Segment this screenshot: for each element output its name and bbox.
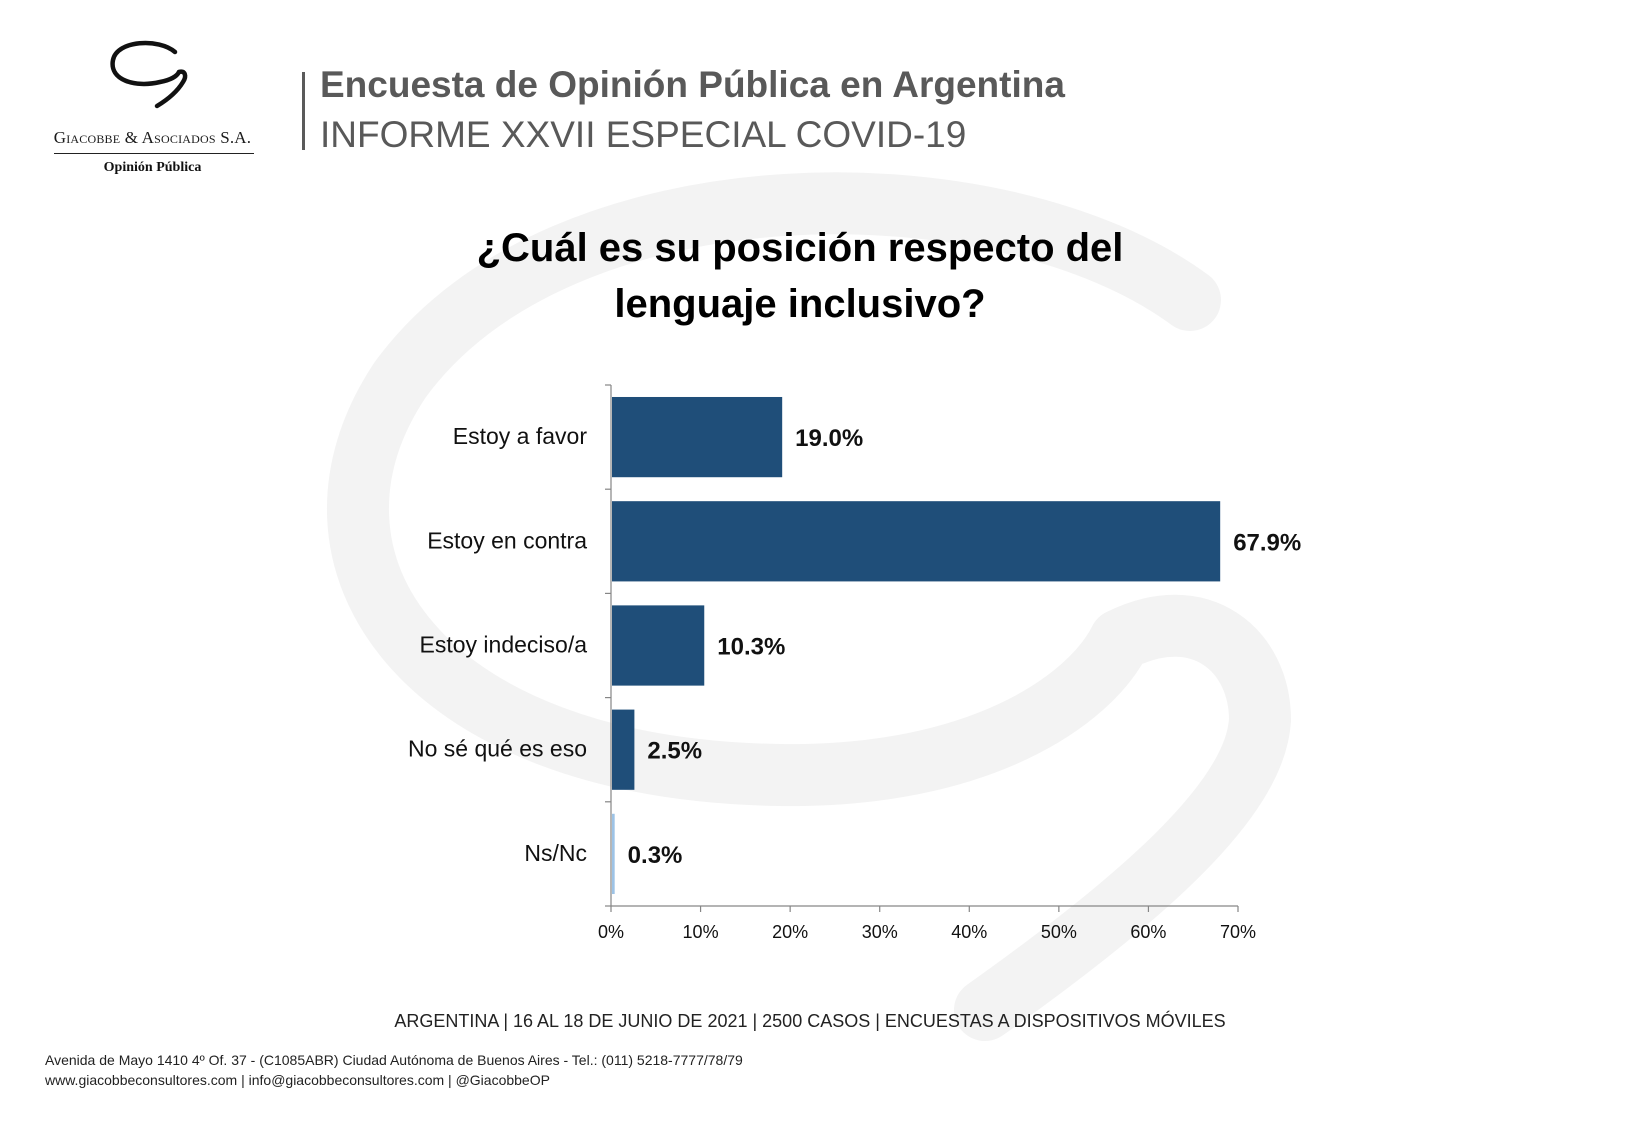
bar bbox=[612, 813, 615, 895]
logo-divider bbox=[54, 153, 254, 154]
x-tick-label: 40% bbox=[951, 922, 987, 942]
x-tick-label: 30% bbox=[862, 922, 898, 942]
bar bbox=[612, 605, 705, 686]
footer-address: Avenida de Mayo 1410 4º Of. 37 - (C1085A… bbox=[45, 1052, 743, 1068]
bar bbox=[612, 396, 783, 478]
report-subtitle: INFORME XXVII ESPECIAL COVID-19 bbox=[320, 114, 967, 155]
x-tick-label: 20% bbox=[772, 922, 808, 942]
logo-subtitle: Opinión Pública bbox=[103, 160, 202, 175]
report-title: Encuesta de Opinión Pública en Argentina bbox=[320, 64, 1065, 105]
bar bbox=[612, 709, 635, 790]
x-tick-label: 10% bbox=[683, 922, 719, 942]
data-label: 0.3% bbox=[628, 842, 683, 869]
category-label: Estoy indeciso/a bbox=[420, 632, 588, 658]
category-label: Estoy a favor bbox=[453, 423, 588, 449]
x-tick-label: 70% bbox=[1220, 922, 1256, 942]
logo-mark-icon bbox=[110, 40, 188, 109]
logo-company-name: Giacobbe & Asociados S.A. bbox=[53, 128, 252, 147]
company-logo: Giacobbe & Asociados S.A. Opinión Públic… bbox=[50, 40, 260, 180]
x-tick-label: 50% bbox=[1041, 922, 1077, 942]
header-accent-bar bbox=[302, 72, 305, 150]
x-tick-label: 0% bbox=[598, 922, 624, 942]
question-line-2: lenguaje inclusivo? bbox=[614, 282, 986, 326]
footer-contact: www.giacobbeconsultores.com | info@giaco… bbox=[45, 1072, 550, 1088]
data-label: 67.9% bbox=[1233, 529, 1301, 556]
category-label: Ns/Nc bbox=[524, 840, 587, 866]
chart-question-title: ¿Cuál es su posición respecto del lengua… bbox=[420, 220, 1180, 332]
data-label: 10.3% bbox=[717, 634, 785, 661]
bar bbox=[612, 501, 1221, 582]
survey-footer: ARGENTINA | 16 AL 18 DE JUNIO DE 2021 | … bbox=[394, 1011, 1226, 1031]
question-line-1: ¿Cuál es su posición respecto del bbox=[476, 226, 1124, 270]
data-label: 2.5% bbox=[647, 738, 702, 765]
x-tick-label: 60% bbox=[1130, 922, 1166, 942]
category-label: Estoy en contra bbox=[427, 527, 587, 553]
category-label: No sé qué es eso bbox=[408, 736, 587, 762]
data-label: 19.0% bbox=[795, 425, 863, 452]
